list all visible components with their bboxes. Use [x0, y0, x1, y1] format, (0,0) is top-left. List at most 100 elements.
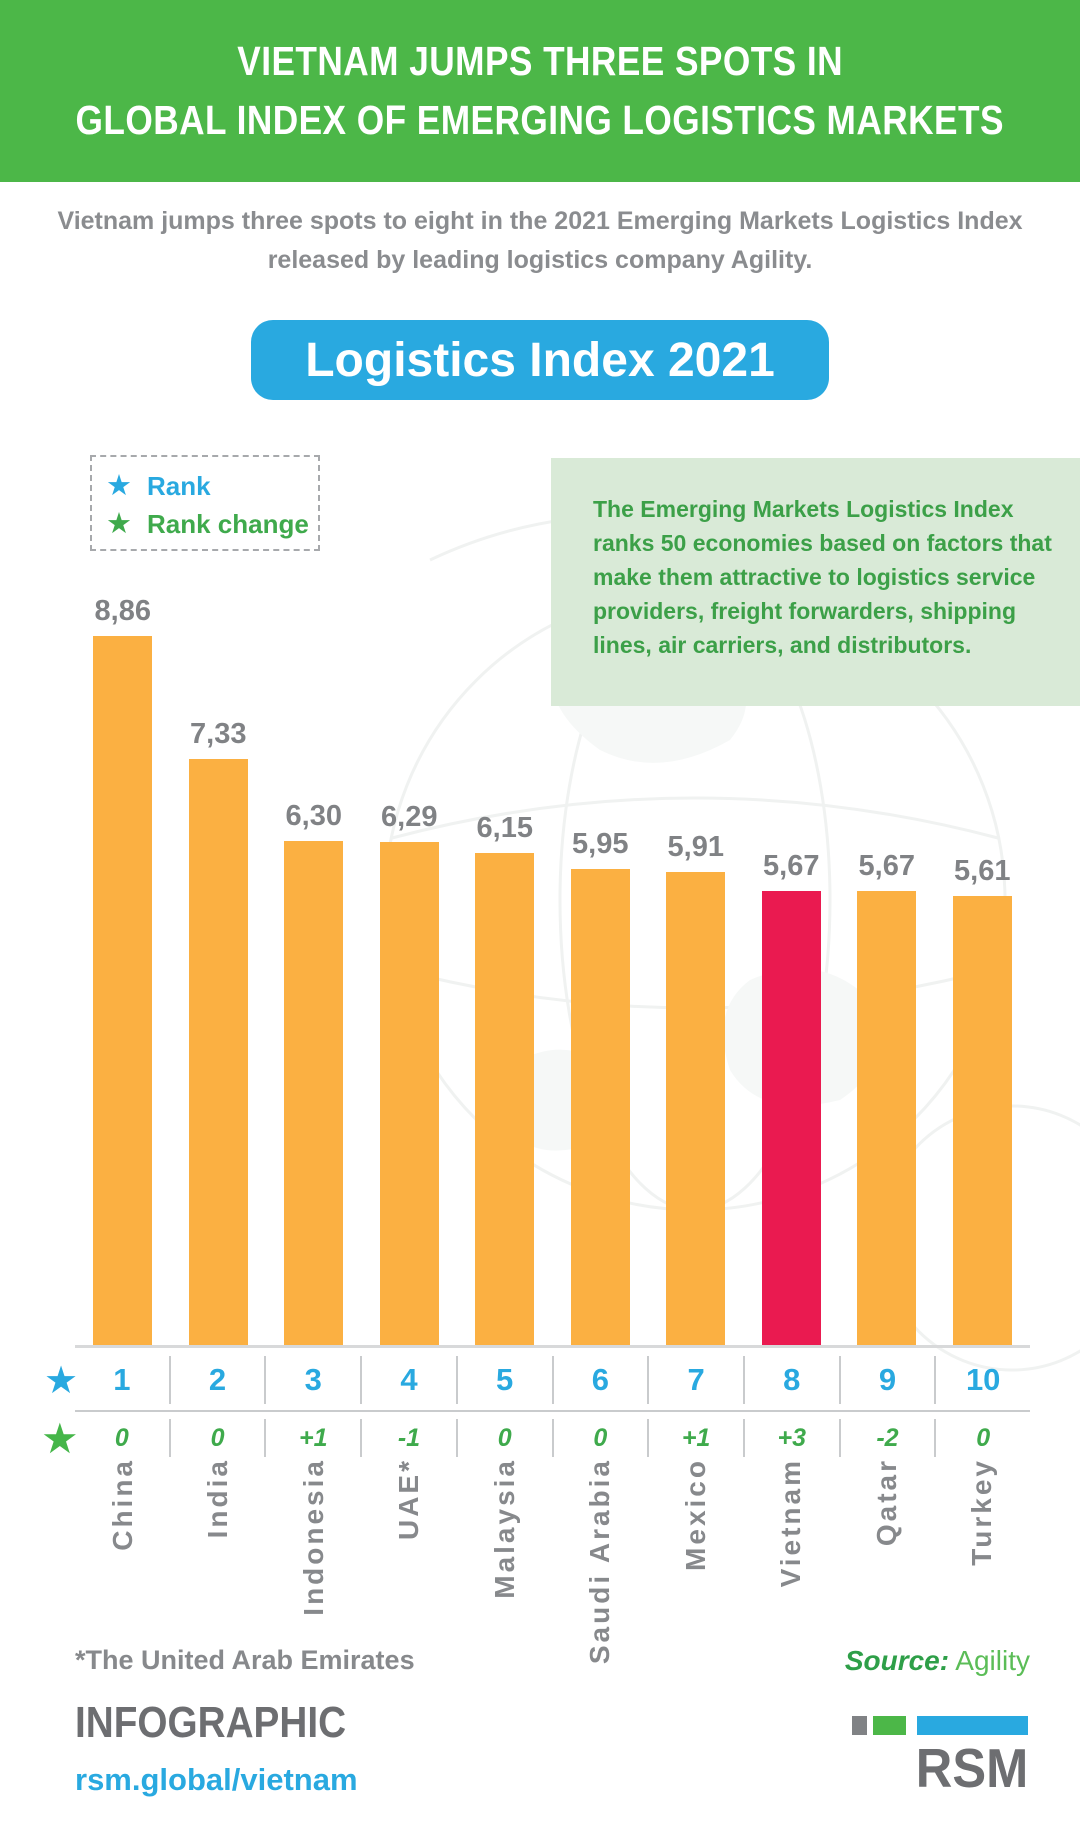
bar-mexico — [666, 872, 726, 1345]
bar-column-uae: 6,29 — [362, 583, 458, 1345]
rank-change-cell-saudi-arabia: 0 — [554, 1419, 650, 1457]
country-label-vietnam: Vietnam — [775, 1458, 807, 1588]
legend-box: ★ Rank ★ Rank change — [90, 455, 320, 551]
rsm-logo-green-rect — [873, 1716, 906, 1735]
bar-column-india: 7,33 — [171, 583, 267, 1345]
bar-value-label-china: 8,86 — [94, 595, 151, 628]
country-cell-turkey: Turkey — [935, 1458, 1031, 1720]
rank-change-row: 0 0 +1 -1 0 0 +1 +3 -2 0 — [75, 1412, 1030, 1464]
bar-value-label-india: 7,33 — [190, 717, 247, 750]
country-labels-row: China India Indonesia UAE* Malaysia Saudi Ara… — [75, 1458, 1030, 1720]
bar-chart: 8,86 7,33 6,30 6,29 6,15 5,95 5,91 5,67 5,67 5,61 — [75, 583, 1030, 1348]
rank-change-cell-china: 0 — [75, 1419, 171, 1457]
rank-cell-turkey: 10 — [965, 1362, 1001, 1397]
rank-change-cell-qatar: -2 — [841, 1419, 937, 1457]
country-cell-malaysia: Malaysia — [457, 1458, 553, 1720]
bar-value-label-vietnam: 5,67 — [763, 850, 820, 883]
country-cell-saudi-arabia: Saudi Arabia — [553, 1458, 649, 1720]
rank-change-cell-indonesia: +1 — [266, 1419, 363, 1457]
chart-title: Logistics Index 2021 — [305, 333, 775, 387]
source-name: Agility — [955, 1645, 1030, 1676]
bar-column-mexico: 5,91 — [648, 583, 744, 1345]
bar-uae — [379, 841, 439, 1345]
rank-cell-mexico: 7 — [649, 1356, 745, 1404]
rank-change-cell-uae: -1 — [362, 1419, 458, 1457]
rsm-website-link[interactable]: rsm.global/vietnam — [75, 1762, 358, 1797]
country-label-turkey: Turkey — [966, 1458, 998, 1566]
bar-malaysia — [475, 853, 535, 1345]
bar-column-china: 8,86 — [75, 583, 171, 1345]
legend-rank-label: Rank — [147, 470, 211, 501]
bar-value-label-indonesia: 6,30 — [285, 800, 342, 832]
bar-saudi-arabia — [570, 869, 630, 1345]
bar-column-malaysia: 6,15 — [457, 583, 553, 1345]
rsm-logo: RSM — [852, 1716, 1028, 1796]
rank-change-cell-malaysia: 0 — [458, 1419, 554, 1457]
rank-cell-malaysia: 5 — [458, 1356, 554, 1404]
bar-value-label-malaysia: 6,15 — [476, 812, 533, 844]
index-description-box: The Emerging Markets Logistics Index ran… — [551, 458, 1080, 706]
rsm-logo-blue-rect — [917, 1716, 1028, 1735]
bar-vietnam — [761, 891, 821, 1345]
country-label-indonesia: Indonesia — [297, 1458, 329, 1616]
source-prefix: Source: — [844, 1645, 950, 1676]
bar-column-indonesia: 6,30 — [266, 583, 362, 1345]
bar-column-saudi-arabia: 5,95 — [553, 583, 649, 1345]
bar-value-label-mexico: 5,91 — [667, 831, 724, 864]
rank-star-icon: ★ — [106, 469, 132, 502]
bar-column-qatar: 5,67 — [839, 583, 935, 1345]
rank-change-cell-vietnam: +3 — [745, 1419, 841, 1457]
bar-china — [93, 636, 153, 1345]
intro-text: Vietnam jumps three spots to eight in th… — [0, 202, 1080, 280]
rank-change-cell-mexico: +1 — [649, 1419, 745, 1457]
legend-item-rank-change: ★ Rank change — [106, 505, 318, 543]
bar-turkey — [952, 896, 1012, 1345]
source-line: Source: Agility — [845, 1645, 1030, 1677]
rank-row: 1 2 3 4 5 6 7 8 9 10 — [75, 1350, 1030, 1412]
country-label-qatar: Qatar — [870, 1458, 902, 1547]
rank-cell-vietnam: 8 — [745, 1356, 841, 1404]
country-cell-china: China — [75, 1458, 171, 1720]
header-banner: VIETNAM JUMPS THREE SPOTS IN GLOBAL INDE… — [0, 0, 1080, 182]
country-label-india: India — [202, 1458, 234, 1539]
page-title-line2: GLOBAL INDEX OF EMERGING LOGISTICS MARKE… — [75, 97, 1005, 143]
bar-column-turkey: 5,61 — [935, 583, 1031, 1345]
rsm-logo-text: RSM — [915, 1737, 1028, 1799]
infographic-wordmark: INFOGRAPHIC — [75, 1698, 347, 1747]
country-cell-qatar: Qatar — [839, 1458, 935, 1720]
bar-value-label-qatar: 5,67 — [858, 850, 915, 883]
footnote: *The United Arab Emirates — [75, 1645, 415, 1675]
legend-item-rank: ★ Rank — [106, 467, 318, 505]
country-cell-india: India — [171, 1458, 267, 1720]
rank-cell-indonesia: 3 — [266, 1356, 363, 1404]
chart-title-badge: Logistics Index 2021 — [251, 320, 829, 400]
bar-indonesia — [284, 841, 344, 1345]
country-label-china: China — [106, 1458, 138, 1551]
intro-line2: released by leading logistics company Ag… — [267, 246, 813, 274]
page-title-line1: VIETNAM JUMPS THREE SPOTS IN — [237, 38, 843, 84]
legend-rank-change-label: Rank change — [147, 508, 309, 539]
rank-cell-india: 2 — [171, 1356, 267, 1404]
bar-value-label-uae: 6,29 — [381, 800, 438, 833]
rank-cell-uae: 4 — [362, 1356, 458, 1404]
bar-qatar — [857, 891, 917, 1345]
rank-change-cell-india: 0 — [171, 1419, 267, 1457]
bar-india — [188, 758, 248, 1345]
index-description-text: The Emerging Markets Logistics Index ran… — [593, 496, 1052, 658]
rsm-logo-gray-rect — [852, 1716, 867, 1735]
rank-cell-saudi-arabia: 6 — [554, 1356, 650, 1404]
rank-row-star-icon: ★ — [44, 1360, 79, 1402]
rank-change-cell-turkey: 0 — [976, 1423, 991, 1452]
intro-line1: Vietnam jumps three spots to eight in th… — [57, 207, 1023, 235]
country-label-saudi-arabia: Saudi Arabia — [584, 1458, 616, 1665]
country-cell-indonesia: Indonesia — [266, 1458, 362, 1720]
country-cell-mexico: Mexico — [648, 1458, 744, 1720]
rank-cell-qatar: 9 — [841, 1356, 937, 1404]
country-cell-uae: UAE* — [362, 1458, 458, 1720]
rank-cell-china: 1 — [75, 1356, 171, 1404]
bar-column-vietnam: 5,67 — [744, 583, 840, 1345]
bar-value-label-turkey: 5,61 — [954, 855, 1011, 888]
country-cell-vietnam: Vietnam — [744, 1458, 840, 1720]
rsm-logo-bars-icon — [852, 1716, 1028, 1735]
